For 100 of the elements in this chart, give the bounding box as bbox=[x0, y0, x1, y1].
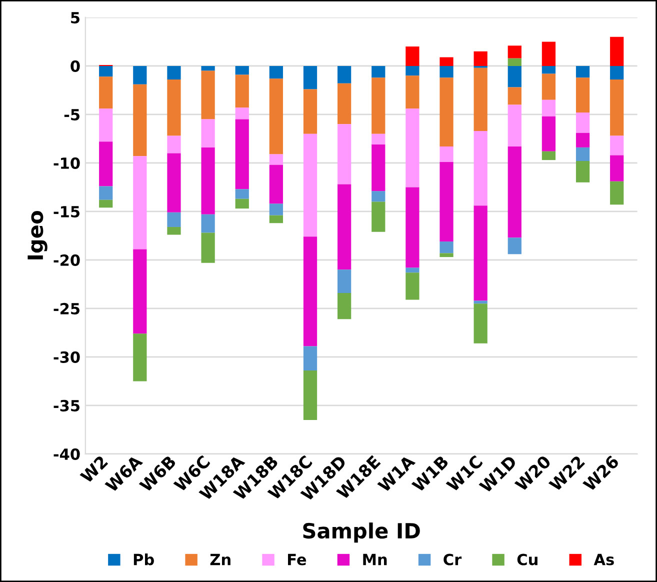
y-tick-label: -35 bbox=[54, 400, 80, 412]
bar bbox=[372, 66, 386, 78]
bar bbox=[440, 146, 454, 162]
bar bbox=[133, 66, 147, 84]
bar bbox=[303, 89, 318, 134]
y-axis-title: Igeo bbox=[28, 211, 48, 260]
legend-label: Zn bbox=[210, 554, 230, 566]
bar bbox=[474, 300, 488, 304]
bar bbox=[372, 202, 386, 232]
bar bbox=[508, 58, 522, 66]
bar bbox=[235, 108, 249, 120]
bar bbox=[542, 42, 556, 66]
legend-label: Mn bbox=[363, 554, 387, 566]
bar bbox=[440, 57, 454, 66]
bar bbox=[167, 226, 181, 235]
bar bbox=[235, 66, 249, 75]
bar bbox=[474, 51, 488, 66]
bar bbox=[201, 214, 215, 233]
legend-label: Pb bbox=[134, 553, 154, 566]
bar bbox=[338, 270, 352, 293]
bar bbox=[372, 191, 386, 202]
bar bbox=[167, 153, 181, 212]
bar bbox=[201, 66, 215, 71]
bar bbox=[576, 112, 590, 133]
bar bbox=[338, 66, 352, 84]
bar bbox=[338, 184, 352, 270]
bar bbox=[610, 36, 624, 66]
bar bbox=[133, 249, 147, 334]
bar bbox=[269, 164, 283, 204]
legend-label: Cr bbox=[444, 554, 462, 566]
bar bbox=[201, 70, 215, 120]
bar bbox=[610, 66, 624, 80]
bar bbox=[508, 104, 522, 146]
bar bbox=[474, 304, 488, 344]
bar bbox=[372, 78, 386, 134]
bar bbox=[440, 253, 454, 258]
bar bbox=[269, 154, 283, 165]
bar bbox=[406, 187, 420, 268]
bar bbox=[508, 87, 522, 105]
bar bbox=[610, 80, 624, 136]
bar bbox=[542, 100, 556, 116]
bar bbox=[133, 156, 147, 250]
y-tick-label: -30 bbox=[54, 351, 80, 363]
bar bbox=[167, 136, 181, 154]
bar bbox=[576, 147, 590, 162]
bar bbox=[474, 68, 488, 131]
bar bbox=[338, 292, 352, 320]
bar bbox=[303, 134, 318, 237]
bar bbox=[542, 151, 556, 160]
bar bbox=[542, 74, 556, 100]
bar bbox=[440, 242, 454, 254]
bar bbox=[406, 66, 420, 76]
bar bbox=[610, 155, 624, 182]
bar bbox=[303, 370, 318, 420]
bar bbox=[235, 189, 249, 199]
bar bbox=[372, 144, 386, 192]
bar bbox=[338, 83, 352, 124]
bar bbox=[440, 162, 454, 242]
bar bbox=[133, 84, 147, 156]
bar bbox=[269, 204, 283, 216]
legend-label: Cu bbox=[517, 554, 538, 566]
bar bbox=[235, 119, 249, 190]
bar bbox=[440, 66, 454, 78]
bar bbox=[576, 78, 590, 113]
bar bbox=[235, 198, 249, 209]
bar bbox=[99, 108, 113, 142]
bar bbox=[406, 108, 420, 188]
x-axis-title: Sample ID bbox=[303, 522, 420, 543]
bar bbox=[542, 66, 556, 74]
bar bbox=[610, 181, 624, 205]
bar bbox=[372, 134, 386, 145]
bar bbox=[99, 186, 113, 200]
bar bbox=[133, 334, 147, 382]
bar bbox=[167, 212, 181, 227]
bar bbox=[508, 146, 522, 238]
bar bbox=[201, 232, 215, 263]
bar bbox=[167, 66, 181, 80]
y-tick-label: -15 bbox=[54, 206, 80, 218]
bar bbox=[269, 215, 283, 224]
y-tick-label: 0 bbox=[70, 60, 80, 72]
bar bbox=[235, 74, 249, 108]
bar bbox=[406, 268, 420, 273]
bar bbox=[508, 46, 522, 58]
bar bbox=[406, 46, 420, 66]
legend-label: Fe bbox=[288, 554, 306, 566]
bar bbox=[474, 130, 488, 206]
bar bbox=[269, 66, 283, 79]
bar bbox=[508, 66, 522, 88]
bar bbox=[99, 76, 113, 109]
bar bbox=[508, 238, 522, 254]
bar bbox=[167, 80, 181, 136]
bar bbox=[269, 78, 283, 154]
bar bbox=[610, 136, 624, 156]
bar bbox=[338, 124, 352, 184]
bar bbox=[303, 66, 318, 90]
y-tick-label: -20 bbox=[54, 254, 80, 266]
bar bbox=[303, 236, 318, 346]
bar bbox=[99, 66, 113, 77]
y-tick-label: -40 bbox=[54, 448, 80, 460]
bar bbox=[542, 116, 556, 152]
